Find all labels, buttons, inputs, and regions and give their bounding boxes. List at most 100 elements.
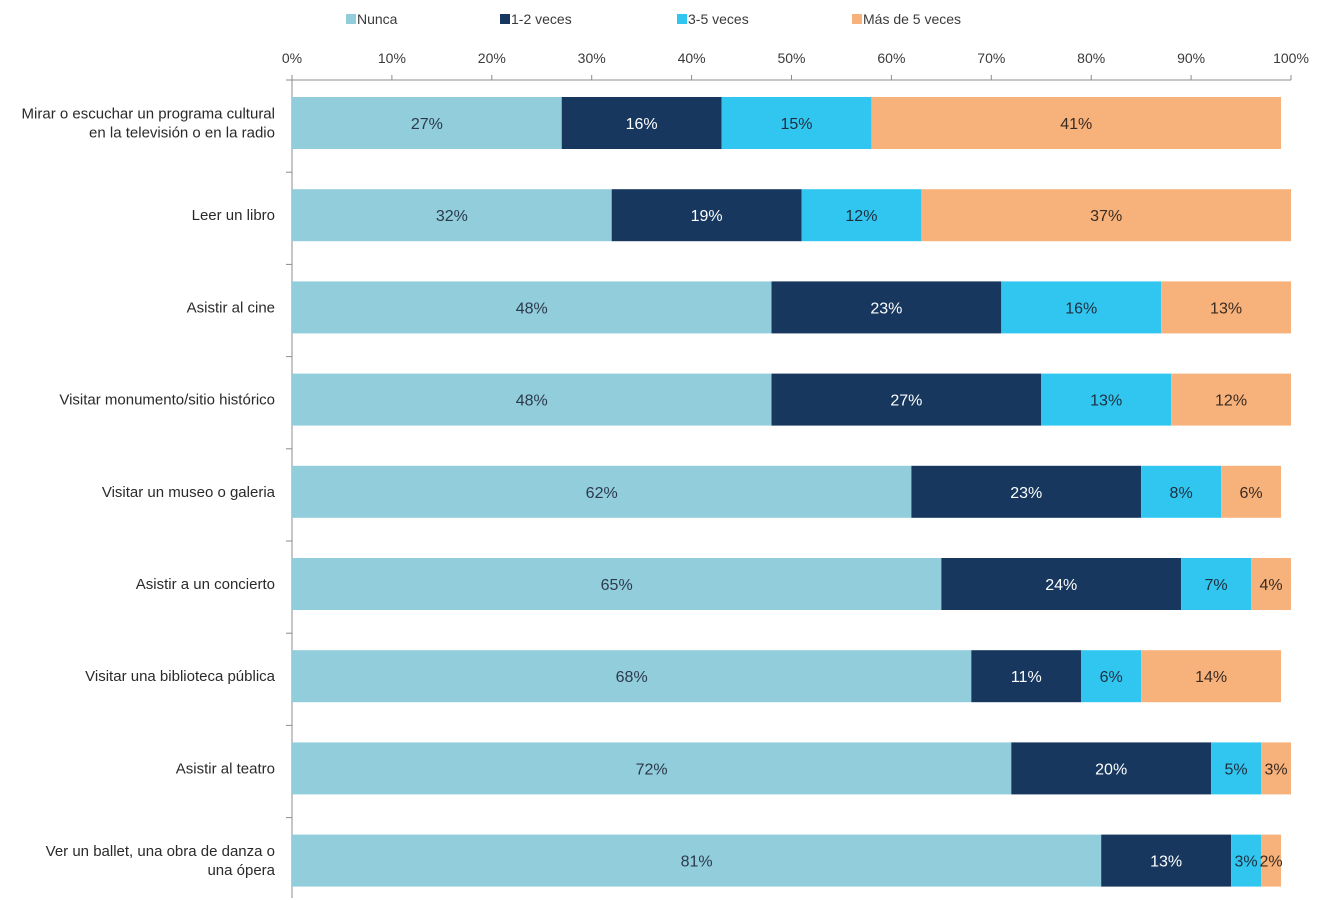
category-label-line: Leer un libro <box>192 207 275 224</box>
bar-segment <box>1141 650 1282 703</box>
x-tick-label: 30% <box>578 50 606 66</box>
bar-segment <box>1101 834 1232 887</box>
bar-segment <box>1171 373 1291 426</box>
bar-segment <box>871 97 1282 149</box>
bar-segment <box>771 373 1042 426</box>
category-label: Ver un ballet, una obra de danza o una óp… <box>46 843 276 879</box>
bar-segment <box>1261 834 1282 887</box>
bar-segment <box>1251 558 1291 610</box>
bar-segment <box>292 281 772 334</box>
bar-segment <box>1181 558 1252 610</box>
bar-value-label: 23% <box>870 300 902 317</box>
bar-value-label: 13% <box>1150 854 1182 871</box>
bar-segment <box>911 465 1142 518</box>
bar-row: 48% 27% 13% 12% <box>292 373 1291 426</box>
x-tick-label: 0% <box>282 50 302 66</box>
bar-segment <box>721 97 872 149</box>
category-label-line: en la televisión o en la radio <box>89 125 275 142</box>
bar-value-label: 48% <box>516 393 548 410</box>
legend-label-4: Más de 5 veces <box>863 11 961 27</box>
bar-value-label: 4% <box>1259 577 1282 594</box>
bar-value-label: 7% <box>1205 577 1228 594</box>
legend-swatch-3 <box>677 14 687 24</box>
bar-segment <box>1231 834 1262 887</box>
category-label-line: una ópera <box>207 862 275 879</box>
bar-value-label: 6% <box>1239 485 1262 502</box>
category-label-line: Asistir al teatro <box>176 760 275 777</box>
x-tick-label: 80% <box>1077 50 1105 66</box>
category-label: Visitar un museo o galeria <box>102 484 276 501</box>
category-label-line: Visitar monumento/sitio histórico <box>59 392 275 409</box>
bar-value-label: 62% <box>586 485 618 502</box>
bar-value-label: 27% <box>890 393 922 410</box>
legend-label-2: 1-2 veces <box>511 11 572 27</box>
bar-row: 62% 23% 8% 6% <box>292 465 1282 518</box>
bar-segment <box>1141 465 1222 518</box>
bar-value-label: 48% <box>516 300 548 317</box>
bar-segment <box>1211 742 1262 795</box>
bar-value-label: 12% <box>1215 393 1247 410</box>
bar-segment <box>1081 650 1142 703</box>
bar-value-label: 6% <box>1100 669 1123 686</box>
bar-segment <box>292 373 772 426</box>
bar-value-label: 5% <box>1224 761 1247 778</box>
category-label: Mirar o escuchar un programa cultural en … <box>22 106 275 142</box>
legend-swatch-2 <box>500 14 510 24</box>
category-label-line: Asistir al cine <box>187 299 275 316</box>
bar-segment <box>292 834 1102 887</box>
bar-value-label: 15% <box>780 116 812 133</box>
legend-swatch-1 <box>346 14 356 24</box>
category-label-line: Ver un ballet, una obra de danza o <box>46 843 275 860</box>
category-label-line: Visitar una biblioteca pública <box>85 668 276 685</box>
category-label: Asistir al teatro <box>176 760 275 777</box>
category-label: Visitar una biblioteca pública <box>85 668 276 685</box>
bar-value-label: 3% <box>1234 854 1257 871</box>
category-label: Leer un libro <box>192 207 275 224</box>
bar-segment <box>292 742 1012 795</box>
bar-segment <box>941 558 1182 610</box>
bar-value-label: 12% <box>845 208 877 225</box>
bar-value-label: 81% <box>681 854 713 871</box>
bar-segment <box>292 97 562 149</box>
category-label-line: Mirar o escuchar un programa cultural <box>22 106 275 123</box>
bar-value-label: 37% <box>1090 208 1122 225</box>
bar-segment <box>801 189 922 242</box>
x-tick-label: 10% <box>378 50 406 66</box>
bar-segment <box>1011 742 1212 795</box>
bar-segment <box>1041 373 1172 426</box>
bar-value-label: 72% <box>636 761 668 778</box>
bar-row: 68% 11% 6% 14% <box>292 650 1282 703</box>
category-label-line: Asistir a un concierto <box>136 576 275 593</box>
x-tick-label: 40% <box>678 50 706 66</box>
category-label-line: Visitar un museo o galeria <box>102 484 276 501</box>
y-axis: Mirar o escuchar un programa cultural en … <box>22 79 293 898</box>
bar-value-label: 19% <box>691 208 723 225</box>
x-tick-label: 60% <box>877 50 905 66</box>
legend-swatch-4 <box>852 14 862 24</box>
bar-value-label: 16% <box>626 116 658 133</box>
bar-value-label: 14% <box>1195 669 1227 686</box>
bar-value-label: 8% <box>1170 485 1193 502</box>
bar-value-label: 20% <box>1095 761 1127 778</box>
category-label: Visitar monumento/sitio histórico <box>59 392 275 409</box>
legend: Nunca 1-2 veces 3-5 veces Más de 5 veces <box>346 11 961 27</box>
x-tick-label: 90% <box>1177 50 1205 66</box>
bar-segment <box>561 97 722 149</box>
bar-segment <box>292 558 942 610</box>
bar-row: 48% 23% 16% 13% <box>292 281 1291 334</box>
x-tick-label: 20% <box>478 50 506 66</box>
bar-value-label: 13% <box>1090 393 1122 410</box>
bar-row: 65% 24% 7% 4% <box>292 558 1291 610</box>
bar-value-label: 41% <box>1060 116 1092 133</box>
bar-row: 27% 16% 15% 41% <box>292 97 1282 149</box>
legend-label-1: Nunca <box>357 11 398 27</box>
bar-value-label: 32% <box>436 208 468 225</box>
bar-row: 72% 20% 5% 3% <box>292 742 1291 795</box>
bar-value-label: 3% <box>1264 761 1287 778</box>
bar-segment <box>292 189 612 242</box>
bar-segment <box>292 465 912 518</box>
bar-segment <box>921 189 1291 242</box>
bar-segment <box>1161 281 1291 334</box>
bar-value-label: 65% <box>601 577 633 594</box>
bar-value-label: 11% <box>1011 669 1042 686</box>
